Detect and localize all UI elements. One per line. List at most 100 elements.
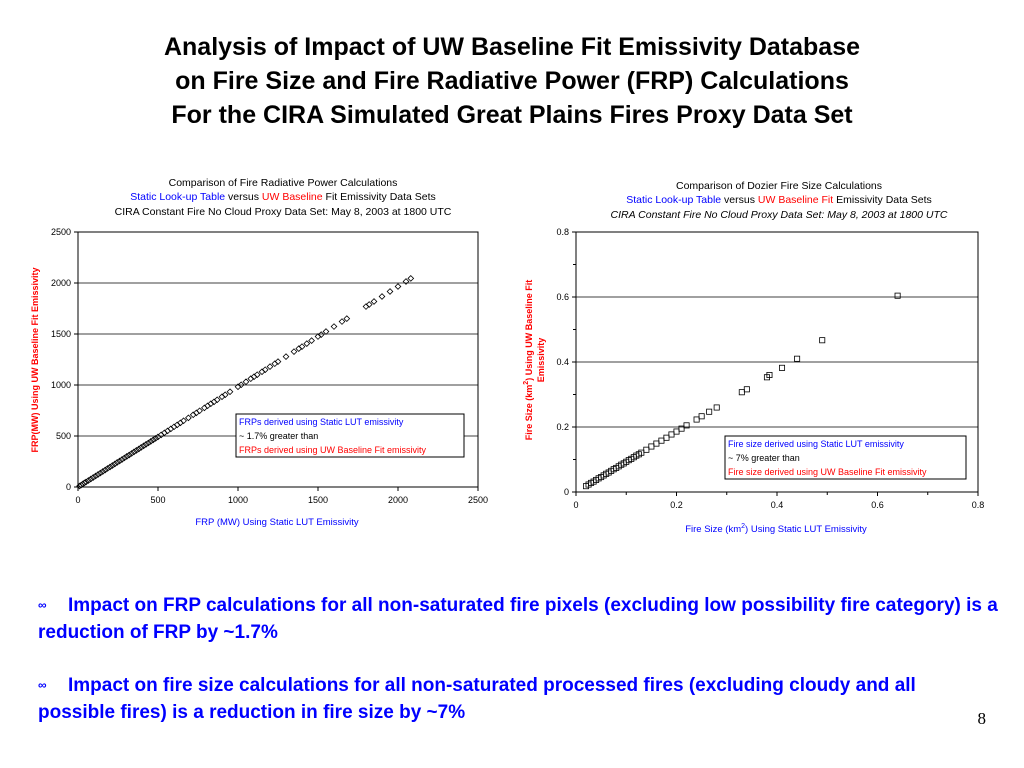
data-point <box>894 292 901 299</box>
data-point <box>123 453 131 460</box>
page-number: 8 <box>977 709 987 728</box>
axis-ticks: 0 500 1000 1500 2000 2500 0 500 1000 1500 2000 2500 <box>51 227 488 505</box>
chart-title-line1: Comparison of Dozier Fire Size Calculati… <box>676 180 882 192</box>
bullet-item: ∞ Impact on FRP calculations for all non-… <box>38 592 998 646</box>
x-tick-label: 2500 <box>468 495 488 505</box>
title-static-lut: Static Look-up Table <box>626 194 721 206</box>
data-point <box>106 463 114 471</box>
data-point <box>658 437 665 444</box>
y-tick-label: 0.6 <box>556 292 569 302</box>
data-point <box>87 475 95 483</box>
y-tick-label: 2000 <box>51 278 71 288</box>
data-point <box>125 451 133 459</box>
data-point <box>242 378 250 386</box>
data-point <box>330 323 338 330</box>
title-uw-baseline: UW Baseline <box>262 191 323 203</box>
data-point <box>135 445 143 453</box>
data-point <box>370 298 378 305</box>
data-point <box>794 355 801 362</box>
x-tick-label: 0.8 <box>972 500 985 510</box>
slide-title: Analysis of Impact of UW Baseline Fit Em… <box>60 30 964 132</box>
y-tick-label: 0.2 <box>556 422 569 432</box>
title-versus: versus <box>721 194 758 206</box>
title-static-lut: Static Look-up Table <box>130 191 225 203</box>
stylized-bullet-icon: ∞ <box>38 678 47 692</box>
data-point <box>226 388 234 396</box>
data-point <box>407 275 415 282</box>
data-point <box>133 447 140 454</box>
data-point <box>128 450 135 457</box>
data-point <box>111 460 119 468</box>
data-point <box>142 440 150 448</box>
title-data-sets: Emissivity Data Sets <box>833 194 932 206</box>
x-tick-label: 0.2 <box>670 500 683 510</box>
data-point <box>101 466 109 474</box>
data-point <box>322 328 330 335</box>
data-point <box>137 444 145 451</box>
data-point <box>196 407 203 415</box>
x-tick-label: 0.6 <box>871 500 884 510</box>
data-point <box>282 353 290 361</box>
data-point <box>152 434 159 442</box>
annotation-line3: Fire size derived using UW Baseline Fit … <box>728 467 927 477</box>
data-point <box>81 479 88 487</box>
data-point <box>683 422 690 429</box>
data-point <box>130 448 138 456</box>
svg-text:Emissivity: Emissivity <box>536 338 546 383</box>
data-point <box>766 371 773 378</box>
x-tick-label: 500 <box>150 495 165 505</box>
data-point <box>648 443 655 450</box>
x-tick-label: 1500 <box>308 495 328 505</box>
data-point <box>706 408 713 415</box>
y-axis-label: FRP(MW) Using UW Baseline Fit Emissivity <box>30 267 40 452</box>
title-line: Analysis of Impact of UW Baseline Fit Em… <box>163 33 861 61</box>
grid <box>576 296 978 428</box>
data-point <box>713 404 720 411</box>
frp-comparison-chart: Comparison of Fire Radiative Power Calcu… <box>30 177 488 528</box>
data-point <box>386 288 394 295</box>
data-point <box>317 331 325 338</box>
data-point <box>121 454 128 462</box>
y-tick-label: 2500 <box>51 227 71 237</box>
y-tick-label: 0.8 <box>556 227 569 237</box>
data-points <box>76 275 415 490</box>
data-point <box>673 428 680 435</box>
data-point <box>819 337 826 344</box>
data-point <box>147 438 155 445</box>
y-tick-label: 1000 <box>51 380 71 390</box>
annotation-line1: Fire size derived using Static LUT emiss… <box>728 439 904 449</box>
data-point <box>92 472 99 480</box>
data-point <box>663 434 670 441</box>
data-point <box>653 440 660 447</box>
stylized-bullet-icon: ∞ <box>38 598 47 612</box>
data-point <box>394 283 402 290</box>
x-tick-label: 0 <box>75 495 80 505</box>
data-point <box>94 471 102 478</box>
chart-title: Comparison of Fire Radiative Power Calcu… <box>115 177 452 218</box>
title-line: For the CIRA Simulated Great Plains Fire… <box>171 101 853 129</box>
data-point <box>213 396 221 404</box>
data-point <box>82 478 90 486</box>
data-point <box>643 446 650 453</box>
data-point <box>116 457 123 465</box>
annotation-line2: ~ 1.7% greater than <box>239 431 318 441</box>
data-point <box>365 301 373 308</box>
x-axis-label: Fire Size (km2) Using Static LUT Emissiv… <box>685 523 867 535</box>
data-point <box>743 386 750 393</box>
data-point <box>104 465 111 472</box>
data-point <box>303 340 311 347</box>
svg-text:Fire Size (km2) Using UW Basel: Fire Size (km2) Using UW Baseline Fit <box>523 280 534 440</box>
data-point <box>149 436 157 444</box>
data-point <box>97 469 104 477</box>
title-uw-baseline-fit: UW Baseline Fit <box>758 194 833 206</box>
data-point <box>338 318 346 325</box>
plot-area <box>77 231 479 488</box>
bullet-text: Impact on fire size calculations for all… <box>38 675 916 723</box>
data-point <box>85 477 92 484</box>
data-point <box>99 468 107 475</box>
data-point <box>118 456 126 463</box>
data-point <box>113 459 121 466</box>
data-point <box>180 417 187 425</box>
fire-size-comparison-chart: Comparison of Dozier Fire Size Calculati… <box>523 180 985 535</box>
title-versus: versus <box>225 191 262 203</box>
